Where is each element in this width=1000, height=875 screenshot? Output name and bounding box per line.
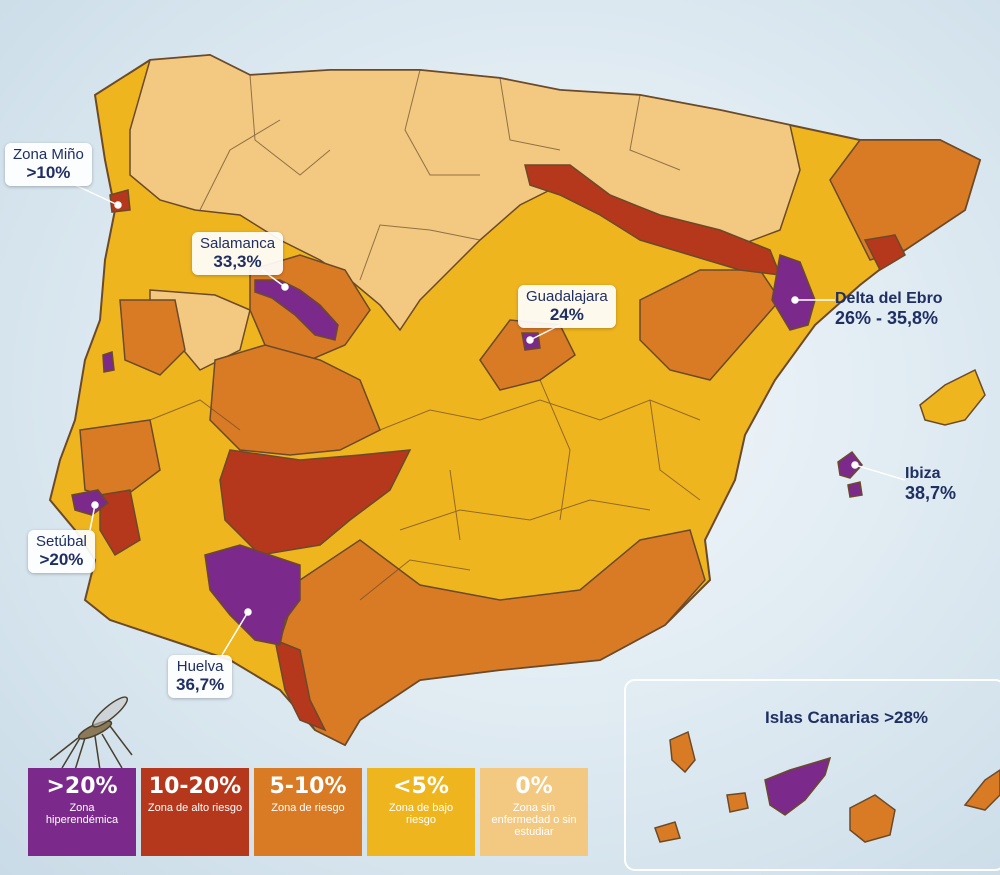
- legend-item-bajo: <5% Zona de bajo riesgo: [367, 768, 475, 856]
- zone-riesgo-catalonia: [829, 139, 981, 261]
- zone-value: >20%: [39, 550, 84, 569]
- zone-value: 36,7%: [176, 675, 225, 694]
- zone-riesgo-guadalajara: [479, 319, 576, 391]
- zone-hyper-ibiza: [837, 450, 863, 479]
- el-hierro: [654, 821, 681, 843]
- la-palma: [669, 730, 696, 774]
- zone-riesgo-portugal-center: [119, 299, 186, 376]
- legend-item-riesgo: 5-10% Zona de riesgo: [254, 768, 362, 856]
- legend-item-cero: 0% Zona sin enfermedad o sin estudiar: [480, 768, 588, 856]
- zone-hyper-setubal: [71, 489, 110, 516]
- zone-riesgo-portugal-south: [79, 419, 161, 501]
- zone-hyper-tenerife: [764, 756, 832, 816]
- zone-value: 24%: [549, 305, 584, 324]
- zone-value: 38,7%: [905, 483, 957, 503]
- formentera: [847, 481, 863, 498]
- mallorca: [919, 368, 986, 426]
- legend-range: 0%: [515, 774, 553, 799]
- zone-hyper-huelva: [204, 544, 301, 646]
- gran-canaria: [849, 794, 896, 843]
- zone-name: Salamanca: [200, 235, 276, 252]
- callout-guadalajara: Guadalajara 24%: [518, 285, 616, 328]
- zone-hyper-portugal-coast: [102, 350, 115, 373]
- zone-name: Ibiza: [905, 465, 941, 482]
- callout-salamanca: Salamanca 33,3%: [192, 232, 284, 275]
- zone-alto-portugal-south: [99, 489, 141, 557]
- callout-huelva: Huelva 36,7%: [168, 655, 233, 698]
- zone-hyper-salamanca: [254, 279, 339, 341]
- zone-name: Guadalajara: [526, 288, 608, 305]
- zone-name: Setúbal: [36, 533, 87, 550]
- zone-value: >10%: [26, 163, 71, 182]
- legend: >20% Zona hiperendémica 10-20% Zona de a…: [28, 768, 588, 856]
- legend-desc: Zona de alto riesgo: [147, 802, 243, 814]
- la-gomera: [726, 792, 749, 813]
- zone-value: 26% - 35,8%: [835, 308, 939, 328]
- fuerteventura: [963, 769, 1000, 811]
- zone-alto-extremadura: [219, 449, 412, 556]
- zone-hyper-delta-ebro: [771, 254, 816, 331]
- legend-item-hyper: >20% Zona hiperendémica: [28, 768, 136, 856]
- legend-range: <5%: [393, 774, 449, 799]
- callout-setubal: Setúbal >20%: [28, 530, 95, 573]
- canarias-label: Islas Canarias >28%: [765, 708, 929, 727]
- zone-name: Delta del Ebro: [835, 290, 943, 307]
- zone-alto-huelva-coast: [273, 638, 327, 732]
- legend-desc: Zona de bajo riesgo: [388, 802, 454, 826]
- legend-range: >20%: [46, 774, 118, 799]
- legend-desc: Zona hiperendémica: [45, 802, 119, 826]
- zone-name: Zona Miño: [13, 146, 84, 163]
- zone-alto-catalonia: [863, 234, 906, 272]
- zone-name: Huelva: [176, 658, 224, 675]
- canarias-inset: [624, 679, 1000, 871]
- legend-desc: Zona sin enfermedad o sin estudiar: [491, 802, 577, 838]
- legend-desc: Zona de riesgo: [271, 802, 345, 814]
- legend-range: 10-20%: [148, 774, 242, 799]
- callout-zona-mino: Zona Miño >10%: [5, 143, 92, 186]
- label-ibiza: Ibiza 38,7%: [905, 465, 956, 504]
- zone-alto-ebro-strip: [524, 164, 782, 276]
- mosquito-icon: [49, 696, 133, 771]
- label-delta-ebro: Delta del Ebro 26% - 35,8%: [835, 290, 943, 329]
- zone-riesgo-ebro: [639, 269, 781, 381]
- zone-riesgo-extremadura: [209, 344, 381, 456]
- zone-value: 33,3%: [213, 252, 262, 271]
- province-borders: [149, 69, 701, 601]
- legend-range: 5-10%: [269, 774, 347, 799]
- legend-item-alto: 10-20% Zona de alto riesgo: [141, 768, 249, 856]
